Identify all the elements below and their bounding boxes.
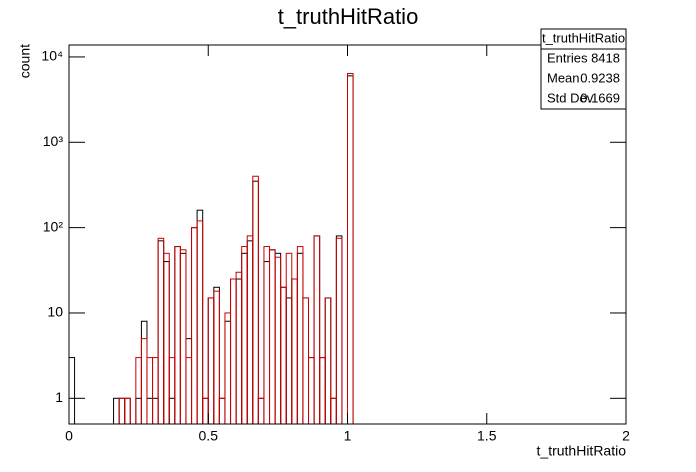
stats-label: Mean [547,70,580,85]
y-tick-label: 10³ [43,133,64,149]
stats-value: 8418 [591,50,620,65]
stats-box [540,28,627,110]
x-axis-label: t_truthHitRatio [537,443,627,459]
y-tick-label: 10⁴ [41,48,63,64]
x-tick-label: 2 [622,428,630,444]
chart-title: t_truthHitRatio [278,4,419,29]
stats-value: 0.1669 [580,90,620,105]
stats-label: Std Dev [547,90,594,105]
y-tick-label: 10² [43,218,64,234]
stats-value: 0.9238 [580,70,620,85]
x-tick-label: 0 [65,428,73,444]
x-tick-label: 1 [344,428,352,444]
stats-title: t_truthHitRatio [542,30,625,45]
y-axis-label: count [17,44,33,78]
y-tick-label: 1 [55,389,63,405]
stats-label: Entries [547,50,588,65]
x-tick-label: 1.5 [477,428,497,444]
x-tick-label: 0.5 [199,428,219,444]
y-tick-label: 10 [47,304,63,320]
